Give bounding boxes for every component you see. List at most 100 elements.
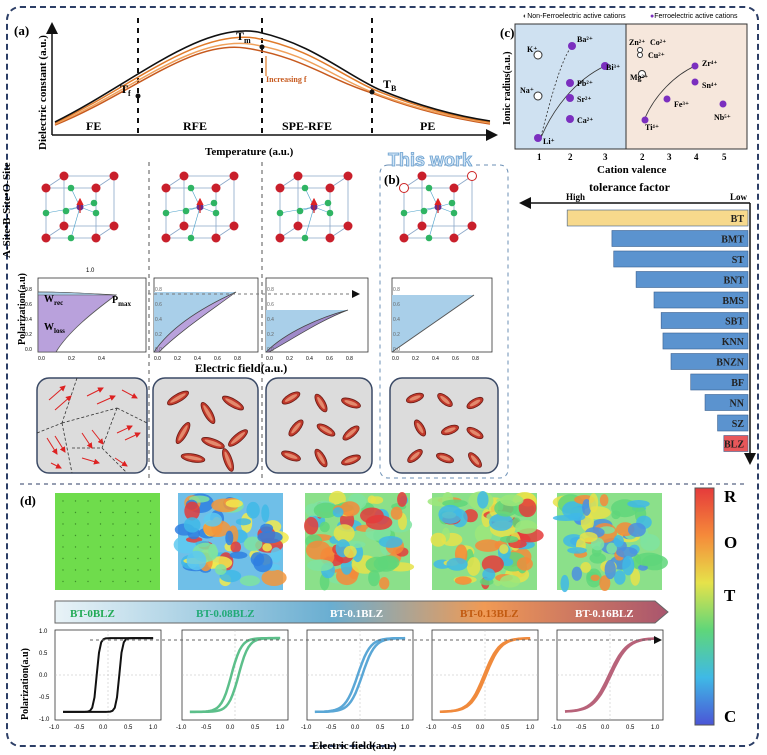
vector-dot bbox=[124, 569, 127, 571]
vector-dot bbox=[137, 523, 139, 525]
ion-label: Sr²⁺ bbox=[577, 95, 592, 104]
pol-ylabel: Polarization(a.u) bbox=[17, 273, 28, 345]
phase-map-blob bbox=[613, 534, 624, 548]
tb-point bbox=[369, 89, 375, 95]
phase-map-blob bbox=[499, 574, 521, 588]
loop-xtick: 0.5 bbox=[251, 725, 260, 731]
o-site-atom bbox=[400, 209, 408, 217]
pe-xtick: 0.0 bbox=[38, 356, 45, 362]
hysteresis-branch bbox=[314, 636, 406, 714]
ion-marker bbox=[637, 47, 643, 53]
phase-map-blob bbox=[567, 547, 587, 554]
a-site-atom bbox=[343, 221, 353, 231]
vector-dot bbox=[137, 546, 139, 548]
pe-xtick: 0.2 bbox=[412, 356, 419, 362]
a-site-atom bbox=[275, 233, 285, 243]
vector-dot bbox=[124, 511, 127, 514]
tolerance-bar bbox=[611, 230, 749, 247]
polar-nanoregion-core bbox=[291, 422, 301, 434]
panel-a-label: (a) bbox=[14, 23, 29, 38]
tolerance-bar bbox=[662, 332, 749, 350]
domain-wall bbox=[101, 407, 118, 449]
phase-label: PE bbox=[420, 119, 435, 133]
pe-ytick: 0.0 bbox=[25, 347, 32, 353]
loop-xtick: 1.0 bbox=[651, 725, 660, 731]
a-site-atom bbox=[325, 183, 335, 193]
phase-map-blob bbox=[518, 498, 537, 518]
ion-marker bbox=[691, 62, 699, 70]
panel-a: (a) Dielectric constant (a.u.) Temperatu… bbox=[14, 18, 498, 158]
bond-line bbox=[70, 206, 81, 239]
loop-xtick: -0.5 bbox=[576, 725, 587, 731]
a-site-atom bbox=[59, 221, 69, 231]
phase-map-blob bbox=[186, 550, 207, 571]
vector-dot bbox=[62, 580, 64, 583]
phase-map-blob bbox=[239, 575, 261, 587]
vector-dot bbox=[74, 534, 77, 537]
hysteresis-loops: -1.0 -0.5 0.0 0.5 1.0 1.0 0.5 0.0 -0.5 -1.0 -1.0 -0… bbox=[39, 629, 664, 731]
phase-map-blob bbox=[225, 499, 243, 508]
loop-xtick: -0.5 bbox=[74, 725, 85, 731]
a-site-vacancy bbox=[467, 171, 477, 181]
vector-dot bbox=[87, 511, 89, 514]
pe-ytick: 0.2 bbox=[393, 332, 400, 338]
d-xlabel: Electric field(a.u.) bbox=[312, 740, 397, 752]
phase-map-blob bbox=[246, 501, 260, 519]
dielectric-curve bbox=[54, 30, 491, 123]
polar-nanoregion-core bbox=[224, 451, 232, 469]
ion-label: K⁺ bbox=[527, 45, 537, 54]
ion-marker bbox=[691, 78, 699, 86]
domain-wall bbox=[61, 377, 78, 424]
loop-xtick: 1.0 bbox=[401, 725, 410, 731]
vector-dot bbox=[149, 546, 152, 548]
pe-ytick: 0.4 bbox=[393, 317, 400, 323]
phase-map-blob bbox=[184, 501, 200, 521]
polarization-arrow bbox=[96, 395, 116, 405]
panel-c: ◐Non-Ferroelectric active cations ●Ferro… bbox=[500, 13, 748, 176]
domain-wall bbox=[36, 422, 63, 434]
phase-map-blob bbox=[208, 543, 218, 559]
pe-xtick: 0.0 bbox=[266, 356, 273, 362]
a-site-atom bbox=[343, 171, 353, 181]
phase-map-blob bbox=[616, 546, 638, 558]
ion-marker bbox=[641, 116, 649, 124]
tb-label: TB bbox=[383, 77, 397, 93]
polar-nanoregion-core bbox=[344, 457, 358, 463]
phase-map-blob bbox=[599, 575, 611, 592]
pe-xtick: 0.0 bbox=[154, 356, 161, 362]
vector-dot bbox=[137, 511, 139, 514]
a-site-atom bbox=[59, 171, 69, 181]
c-xtick: 4 bbox=[694, 152, 699, 162]
vector-dot bbox=[149, 569, 152, 571]
domain-wall bbox=[61, 422, 73, 474]
hysteresis-branch bbox=[564, 637, 656, 713]
phase-map-blob bbox=[604, 560, 616, 580]
vector-dot bbox=[112, 569, 114, 571]
phase-map-blob bbox=[627, 522, 646, 537]
ion-label: Bi³⁺ bbox=[606, 63, 620, 72]
a-site-atom bbox=[449, 183, 459, 193]
phase-map-blob bbox=[454, 576, 472, 585]
ion-marker bbox=[566, 79, 574, 87]
phase-map-blob bbox=[208, 556, 233, 570]
vector-dot bbox=[62, 534, 64, 537]
tolerance-bar-label: KNN bbox=[722, 337, 745, 348]
c-xlabel: Cation valence bbox=[597, 164, 666, 176]
vector-dot bbox=[74, 580, 77, 583]
pe-xtick: 0.6 bbox=[452, 356, 459, 362]
vector-dot bbox=[124, 580, 127, 583]
sample-label: BT-0.13BLZ bbox=[460, 608, 519, 620]
ion-label: Co²⁺ bbox=[650, 38, 666, 47]
pe-xtick: 0.2 bbox=[174, 356, 181, 362]
pe-ytick: 0.4 bbox=[267, 317, 274, 323]
colorbar-r: R bbox=[724, 487, 737, 506]
trend-line bbox=[644, 65, 696, 119]
vector-dot bbox=[137, 534, 139, 537]
ion-marker bbox=[638, 70, 646, 78]
panel-c-label: (c) bbox=[500, 25, 514, 40]
loop-xtick: 0.0 bbox=[226, 725, 235, 731]
phase-map-blob bbox=[475, 539, 501, 552]
phase-map-blob bbox=[340, 501, 360, 517]
polar-nanoregion-core bbox=[345, 428, 357, 438]
tolerance-bar-label: BNT bbox=[723, 276, 744, 287]
